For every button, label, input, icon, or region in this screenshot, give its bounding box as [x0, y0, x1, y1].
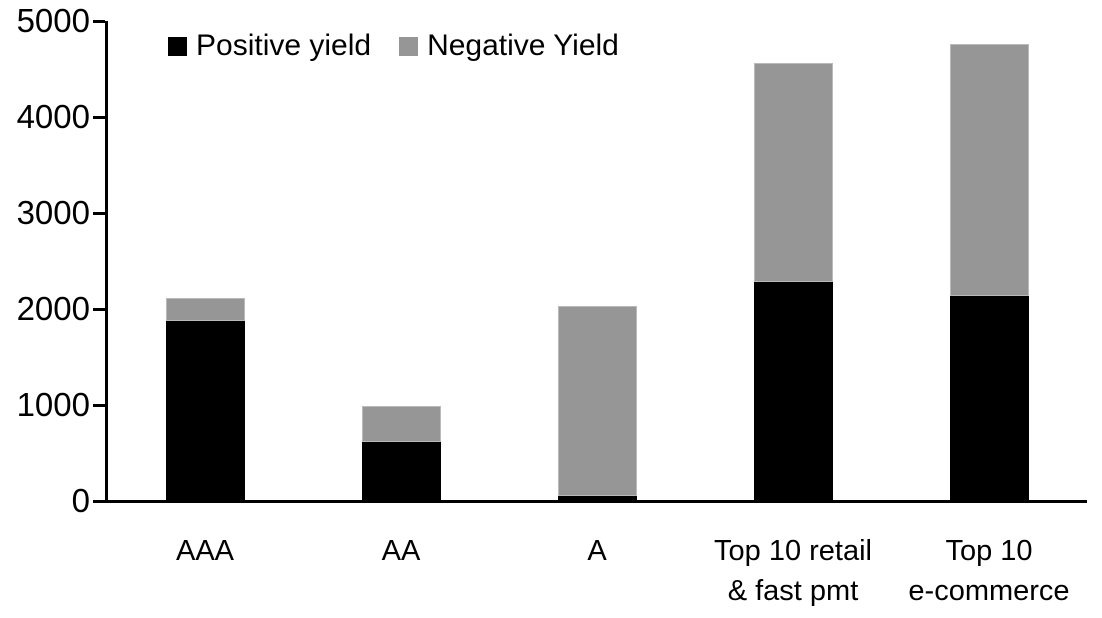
y-tick-mark-4000	[93, 115, 105, 119]
bar-segment-negative-yield	[361, 405, 441, 443]
bar-top-10-retail-fast-pmt	[753, 63, 833, 501]
y-tick-mark-1000	[93, 403, 105, 407]
x-axis-line	[105, 500, 1087, 503]
chart-legend: Positive yield Negative Yield	[168, 31, 619, 61]
y-tick-label-1000: 1000	[16, 386, 90, 423]
legend-swatch-icon	[168, 36, 187, 56]
legend-item-negative-yield: Negative Yield	[399, 31, 619, 61]
y-tick-label-0: 0	[71, 482, 90, 519]
y-tick-label-3000: 3000	[16, 194, 90, 231]
y-tick-label-5000: 5000	[16, 2, 90, 39]
bar-segment-positive-yield	[557, 496, 637, 501]
bar-segment-negative-yield	[949, 44, 1029, 296]
bar-a	[557, 306, 637, 501]
x-axis-label-line: & fast pmt	[727, 575, 859, 607]
bar-segment-negative-yield	[557, 306, 637, 497]
legend-label: Negative Yield	[427, 29, 619, 62]
x-axis-label-line: Top 10 retail	[714, 535, 872, 567]
x-axis-label-line: e-commerce	[908, 575, 1070, 607]
bar-segment-positive-yield	[753, 282, 833, 501]
bar-segment-positive-yield	[361, 442, 441, 501]
bar-segment-negative-yield	[753, 63, 833, 283]
y-tick-mark-3000	[93, 211, 105, 215]
x-axis-label-top-10-e-commerce: Top 10 e-commerce	[891, 531, 1087, 611]
x-axis-label-line: AAA	[175, 535, 235, 567]
bar-aa	[361, 405, 441, 501]
x-axis-label-a: A	[499, 531, 695, 571]
bar-top-10-e-commerce	[949, 44, 1029, 501]
y-tick-label-2000: 2000	[16, 290, 90, 327]
x-axis-label-top-10-retail-fast-pmt: Top 10 retail & fast pmt	[695, 531, 891, 611]
bar-aaa	[165, 298, 245, 501]
y-tick-mark-5000	[93, 19, 105, 23]
legend-swatch-icon	[399, 36, 419, 56]
x-axis-label-line: Top 10	[945, 535, 1033, 567]
x-axis-label-line: AA	[381, 535, 421, 567]
y-axis-line	[105, 21, 108, 503]
bar-segment-negative-yield	[165, 298, 245, 321]
y-tick-mark-0	[93, 499, 105, 503]
bar-segment-positive-yield	[949, 295, 1029, 501]
bar-segment-positive-yield	[165, 320, 245, 501]
legend-label: Positive yield	[196, 29, 372, 62]
y-tick-label-4000: 4000	[16, 98, 90, 135]
x-axis-label-aa: AA	[303, 531, 499, 571]
y-tick-mark-2000	[93, 307, 105, 311]
x-axis-label-line: A	[587, 535, 607, 567]
x-axis-label-aaa: AAA	[107, 531, 303, 571]
legend-item-positive-yield: Positive yield	[168, 31, 371, 61]
